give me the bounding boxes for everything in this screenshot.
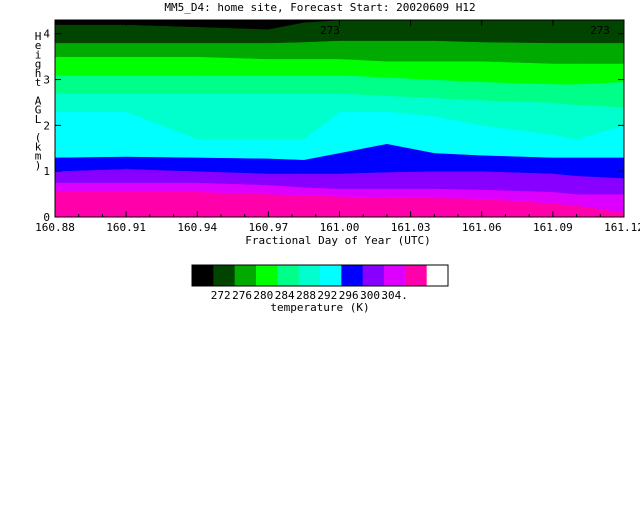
y-axis-title-char: A <box>35 94 42 107</box>
y-axis-title-char: L <box>35 113 42 126</box>
colorbar: 272.276.280.284.288.292.296.300.304. <box>191 264 449 302</box>
colorbar-swatch <box>213 265 236 286</box>
colorbar-tick-label: 288. <box>296 289 323 302</box>
colorbar-swatch <box>384 265 406 286</box>
x-tick-label: 160.91 <box>106 221 146 234</box>
y-axis-title-char: h <box>35 67 42 80</box>
x-tick-label: 161.12 <box>604 221 640 234</box>
x-tick-label: 160.97 <box>249 221 289 234</box>
colorbar-title: temperature (K) <box>270 301 369 314</box>
chart-title: MM5_D4: home site, Forecast Start: 20020… <box>164 1 476 14</box>
x-tick-label: 160.88 <box>35 221 75 234</box>
colorbar-swatch <box>298 265 321 286</box>
colorbar-swatch <box>405 265 428 286</box>
x-axis: 160.88 160.91 160.94 160.97 161.00 161.03 161.… <box>35 20 640 234</box>
colorbar-swatch <box>320 265 342 286</box>
contour-label: 273 <box>320 24 340 37</box>
colorbar-swatch <box>341 265 364 286</box>
y-axis-title-char: ( <box>35 131 42 144</box>
x-tick-label: 161.00 <box>320 221 360 234</box>
y-tick-label: 1 <box>43 165 50 178</box>
y-axis: 0 1 2 3 4 <box>43 28 624 224</box>
y-tick-label: 3 <box>43 74 50 87</box>
contour-labels: 273 273 <box>320 24 610 37</box>
colorbar-swatch <box>256 265 278 286</box>
colorbar-swatch <box>362 265 385 286</box>
x-tick-label: 161.03 <box>391 221 431 234</box>
colorbar-tick-label: 304. <box>381 289 408 302</box>
contour-bands <box>54 19 625 218</box>
y-tick-label: 2 <box>43 119 50 132</box>
colorbar-tick-label: 280. <box>253 289 280 302</box>
colorbar-tick-label: 272. <box>211 289 238 302</box>
y-axis-title-char: k <box>35 140 42 153</box>
y-axis-title-char: t <box>35 76 42 89</box>
y-axis-title-char: G <box>35 104 42 117</box>
colorbar-tick-label: 292. <box>317 289 344 302</box>
colorbar-tick-label: 284. <box>275 289 302 302</box>
y-tick-label: 4 <box>43 28 50 41</box>
y-axis-title-char: g <box>35 58 42 71</box>
colorbar-swatch <box>234 265 257 286</box>
y-axis-title-char: i <box>35 48 42 61</box>
colorbar-frame <box>191 264 449 287</box>
colorbar-tick-label: 276. <box>232 289 259 302</box>
x-axis-title: Fractional Day of Year (UTC) <box>245 234 430 247</box>
x-tick-label: 161.06 <box>462 221 502 234</box>
colorbar-swatch <box>192 265 214 286</box>
y-tick-label: 0 <box>43 211 50 224</box>
colorbar-swatch <box>277 265 300 286</box>
y-axis-title-char: e <box>35 39 42 52</box>
colorbar-tick-label: 300. <box>360 289 387 302</box>
x-tick-label: 160.94 <box>177 221 217 234</box>
colorbar-tick-label: 296. <box>339 289 366 302</box>
y-axis-title-char: H <box>35 30 42 43</box>
x-tick-label: 161.09 <box>533 221 573 234</box>
colorbar-swatch <box>426 265 449 286</box>
y-axis-title-char: m <box>35 150 42 163</box>
contour-label: 273 <box>590 24 610 37</box>
y-axis-title-char: ) <box>35 159 42 172</box>
